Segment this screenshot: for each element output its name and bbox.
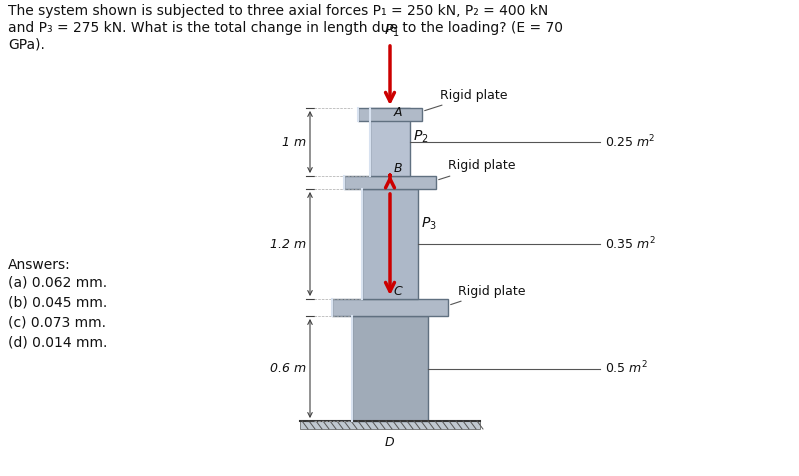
Text: (a) 0.062 mm.: (a) 0.062 mm. <box>8 276 107 290</box>
Text: GPa).: GPa). <box>8 38 45 52</box>
Text: and P₃ = 275 kN. What is the total change in length due to the loading? (E = 70: and P₃ = 275 kN. What is the total chang… <box>8 21 563 35</box>
Text: The system shown is subjected to three axial forces P₁ = 250 kN, P₂ = 400 kN: The system shown is subjected to three a… <box>8 4 548 18</box>
Text: 1 m: 1 m <box>282 136 306 149</box>
Bar <box>358 108 422 121</box>
Text: Answers:: Answers: <box>8 258 71 272</box>
Text: $D$: $D$ <box>384 436 396 449</box>
Text: Rigid plate: Rigid plate <box>439 159 515 179</box>
Text: $A$: $A$ <box>393 106 403 119</box>
Text: 0.6 m: 0.6 m <box>270 362 306 375</box>
Text: (d) 0.014 mm.: (d) 0.014 mm. <box>8 336 107 350</box>
Text: 0.25 $m^2$: 0.25 $m^2$ <box>605 134 655 150</box>
Text: (b) 0.045 mm.: (b) 0.045 mm. <box>8 296 107 310</box>
Text: 0.35 $m^2$: 0.35 $m^2$ <box>605 236 656 252</box>
Bar <box>362 189 418 299</box>
Text: Rigid plate: Rigid plate <box>451 285 526 305</box>
Bar <box>332 299 448 316</box>
Text: 0.5 $m^2$: 0.5 $m^2$ <box>605 360 648 377</box>
Text: $P_1$: $P_1$ <box>384 22 400 39</box>
Bar <box>370 108 410 176</box>
Bar <box>344 176 436 189</box>
Text: (c) 0.073 mm.: (c) 0.073 mm. <box>8 316 106 330</box>
Text: Rigid plate: Rigid plate <box>424 89 507 110</box>
Text: $C$: $C$ <box>393 285 403 298</box>
Text: 1.2 m: 1.2 m <box>270 238 306 250</box>
Text: $P_2$: $P_2$ <box>413 129 428 145</box>
Bar <box>300 421 480 429</box>
Text: $P_3$: $P_3$ <box>421 216 437 232</box>
Text: $B$: $B$ <box>393 162 403 175</box>
Bar <box>352 316 428 421</box>
